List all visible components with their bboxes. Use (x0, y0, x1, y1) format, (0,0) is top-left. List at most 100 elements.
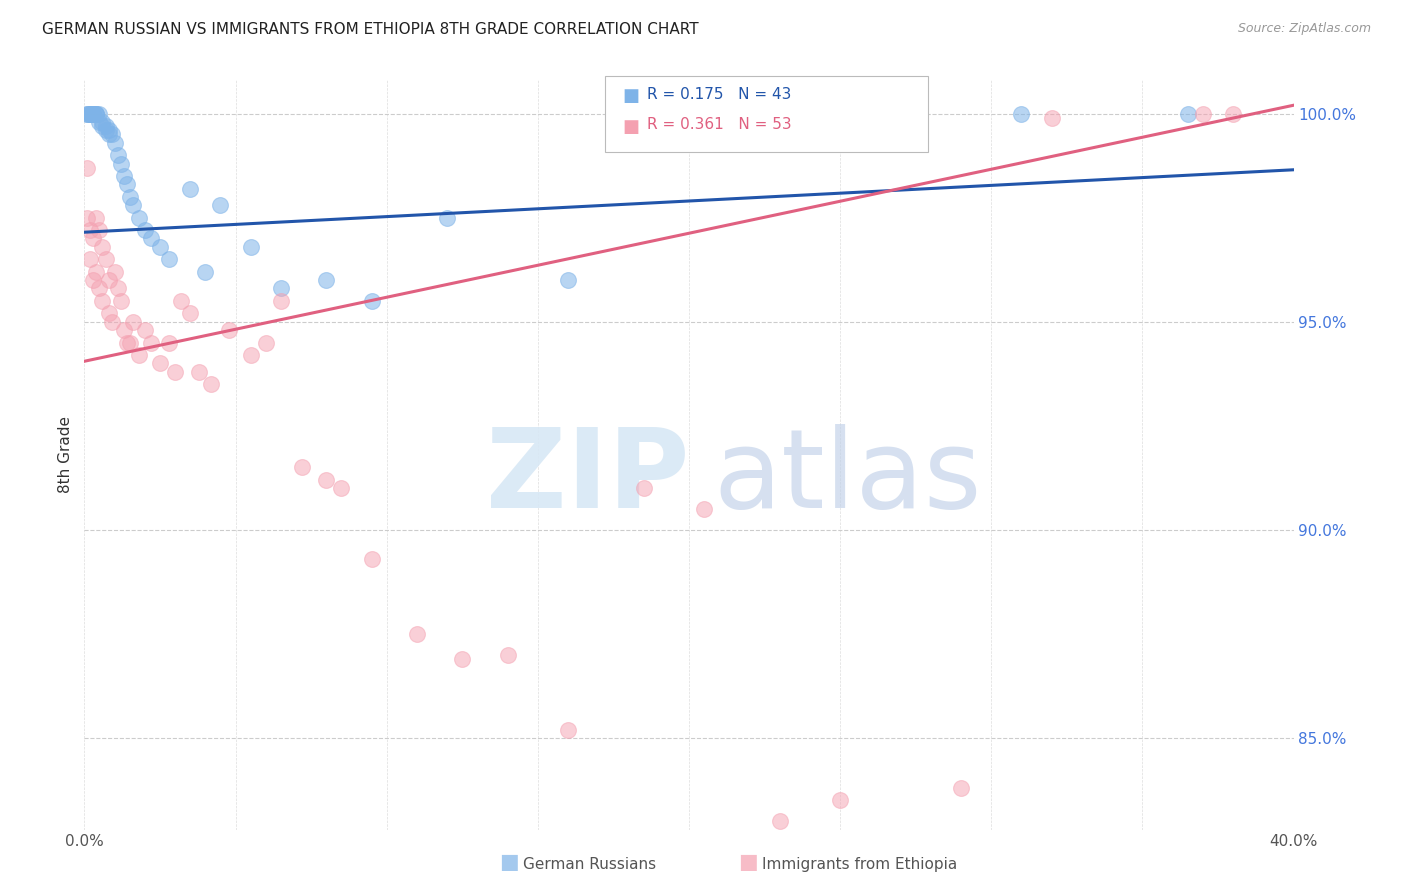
Point (82, 106, 104, 120)
Text: Source: ZipAtlas.com: Source: ZipAtlas.com (1237, 22, 1371, 36)
Point (693, 502, 716, 516)
Point (239, 240, 262, 254)
Text: ■: ■ (499, 853, 519, 872)
Point (149, 356, 172, 370)
Point (1040, 111, 1063, 125)
Point (97, 123, 120, 137)
Point (315, 273, 337, 287)
Point (157, 335, 180, 350)
Point (82, 106, 104, 120)
Point (76, 161, 98, 175)
Point (97, 128, 120, 142)
Point (100, 128, 122, 142)
Point (110, 293, 132, 308)
Point (91, 115, 114, 129)
Point (110, 156, 132, 170)
Point (270, 281, 292, 295)
Point (139, 335, 162, 350)
Point (194, 265, 217, 279)
Point (157, 252, 180, 267)
Text: Immigrants from Ethiopia: Immigrants from Ethiopia (762, 857, 957, 872)
Point (107, 148, 129, 162)
Point (89, 115, 111, 129)
Point (76, 106, 98, 120)
Point (179, 181, 201, 195)
Point (112, 323, 135, 337)
Point (128, 211, 150, 225)
Point (94, 119, 117, 133)
Point (557, 273, 579, 287)
Point (121, 315, 143, 329)
Point (86, 106, 108, 120)
Point (209, 198, 232, 212)
Point (360, 552, 382, 566)
Point (134, 323, 156, 337)
Point (950, 780, 973, 795)
Point (179, 306, 201, 320)
Point (112, 169, 135, 183)
Point (1177, 106, 1199, 120)
Point (86, 211, 108, 225)
Point (91, 119, 114, 133)
Point (86, 106, 108, 120)
Point (496, 648, 519, 662)
Text: atlas: atlas (713, 424, 981, 531)
Text: ■: ■ (623, 118, 640, 136)
Point (89, 281, 111, 295)
Point (89, 106, 111, 120)
Point (406, 627, 429, 641)
Point (97, 306, 120, 320)
Point (330, 481, 353, 495)
Point (91, 293, 114, 308)
Point (134, 223, 156, 237)
Point (97, 273, 120, 287)
Point (165, 365, 187, 379)
Point (104, 136, 127, 150)
Point (115, 335, 138, 350)
Point (218, 323, 240, 337)
Point (76, 211, 98, 225)
Point (121, 198, 143, 212)
Point (254, 335, 277, 350)
Point (139, 231, 162, 245)
Point (360, 293, 382, 308)
Point (115, 178, 138, 192)
Point (1192, 106, 1215, 120)
Point (94, 123, 117, 137)
Text: ■: ■ (738, 853, 758, 872)
Point (94, 252, 117, 267)
Point (451, 652, 474, 666)
Point (89, 223, 111, 237)
Text: R = 0.361   N = 53: R = 0.361 N = 53 (647, 117, 792, 132)
Point (436, 211, 458, 225)
Point (128, 348, 150, 362)
Point (170, 293, 193, 308)
Point (118, 335, 141, 350)
Point (118, 190, 141, 204)
Point (769, 814, 792, 829)
Point (100, 315, 122, 329)
Point (107, 281, 129, 295)
Point (76, 106, 98, 120)
Point (91, 240, 114, 254)
Text: GERMAN RUSSIAN VS IMMIGRANTS FROM ETHIOPIA 8TH GRADE CORRELATION CHART: GERMAN RUSSIAN VS IMMIGRANTS FROM ETHIOP… (42, 22, 699, 37)
Point (633, 481, 655, 495)
Point (79, 106, 101, 120)
Point (270, 293, 292, 308)
Point (291, 460, 314, 475)
Point (79, 252, 101, 267)
Text: ■: ■ (623, 87, 640, 105)
Point (200, 377, 222, 392)
Point (82, 273, 104, 287)
Point (1222, 106, 1244, 120)
Point (830, 793, 852, 807)
Point (82, 106, 104, 120)
Text: German Russians: German Russians (523, 857, 657, 872)
Point (82, 231, 104, 245)
Y-axis label: 8th Grade: 8th Grade (58, 417, 73, 493)
Point (86, 106, 108, 120)
Point (188, 365, 211, 379)
Point (104, 265, 127, 279)
Point (79, 106, 101, 120)
Point (149, 240, 172, 254)
